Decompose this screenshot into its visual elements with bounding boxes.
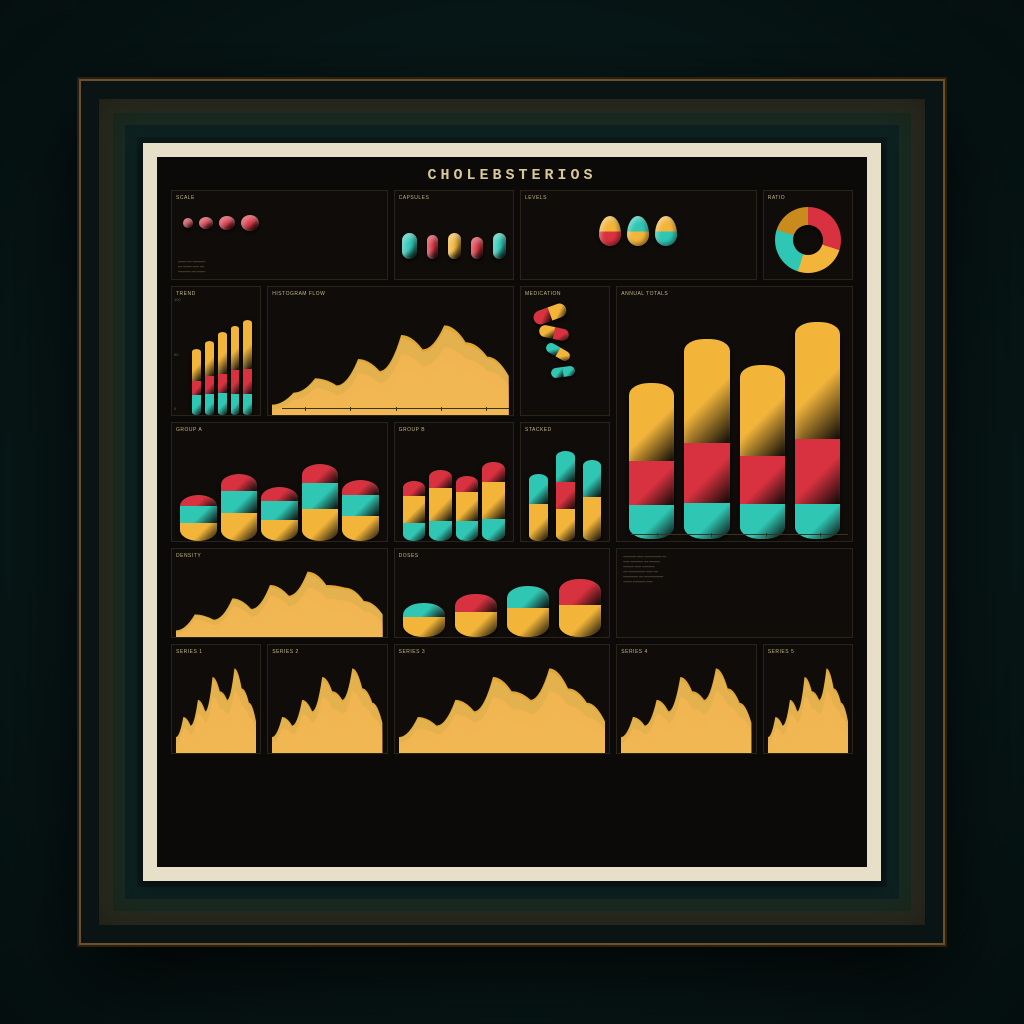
- bar-icon: [261, 487, 298, 541]
- panel-header: LEVELS: [525, 195, 752, 201]
- bar-icon: [556, 451, 575, 541]
- bar-icon: [456, 476, 479, 541]
- bar-icon: [583, 460, 602, 541]
- capsule-icon: [427, 235, 438, 259]
- frame-mat: CHOLEBSTERIOS SCALE ━━━━ ━━ ━━━━━━━━ ━━━…: [99, 99, 925, 925]
- bar-icon: [529, 474, 548, 541]
- bar-icon: [243, 320, 252, 415]
- panel-header: SERIES 4: [621, 649, 751, 655]
- capsule-icon: [471, 237, 482, 259]
- poster-title: CHOLEBSTERIOS: [171, 167, 853, 184]
- poster-canvas: CHOLEBSTERIOS SCALE ━━━━ ━━ ━━━━━━━━ ━━━…: [157, 157, 867, 867]
- panel-blobs: DENSITY: [171, 548, 388, 638]
- panel-header: TREND: [176, 291, 256, 297]
- pill-icon: [532, 302, 569, 327]
- canvas-border: CHOLEBSTERIOS SCALE ━━━━ ━━ ━━━━━━━━ ━━━…: [143, 143, 881, 881]
- panel-header: HISTOGRAM FLOW: [272, 291, 509, 297]
- sphere-icon: [219, 216, 235, 230]
- bar-icon: [429, 470, 452, 541]
- capsule-icon: [448, 233, 461, 259]
- pill-icon: [550, 365, 575, 378]
- bar-icon: [231, 326, 240, 415]
- panel-header: GROUP B: [399, 427, 509, 433]
- sphere-icon: [199, 217, 213, 229]
- panel-donut: RATIO: [763, 190, 853, 280]
- panel-header: ANNUAL TOTALS: [621, 291, 848, 297]
- outer-frame: CHOLEBSTERIOS SCALE ━━━━ ━━ ━━━━━━━━ ━━━…: [77, 77, 947, 947]
- panel-capsules: CAPSULES: [394, 190, 514, 280]
- panel-header: MEDICATION: [525, 291, 605, 297]
- panel-pills: MEDICATION: [520, 286, 610, 416]
- bar-icon: [795, 322, 840, 539]
- bar-icon: [507, 586, 549, 637]
- bar-icon: [205, 341, 214, 415]
- bar-icon: [180, 495, 217, 541]
- panel-area-s2: SERIES 2: [267, 644, 387, 754]
- bar-icon: [302, 464, 339, 541]
- panel-area-big: HISTOGRAM FLOW: [267, 286, 514, 416]
- panel-bars-stack: STACKED: [520, 422, 610, 542]
- sphere-icon: [183, 218, 193, 228]
- panel-bars-small: TREND 100500: [171, 286, 261, 416]
- panel-caps-small: DOSES: [394, 548, 611, 638]
- panel-header: SERIES 2: [272, 649, 382, 655]
- bar-icon: [559, 579, 601, 637]
- pill-icon: [538, 324, 570, 342]
- panel-header: DOSES: [399, 553, 606, 559]
- sphere-icon: [241, 215, 259, 231]
- panel-area-s3: SERIES 3: [394, 644, 611, 754]
- panel-header: CAPSULES: [399, 195, 509, 201]
- panel-bars-groupB: GROUP B: [394, 422, 514, 542]
- panel-area-s4: SERIES 4: [616, 644, 756, 754]
- panel-header: GROUP A: [176, 427, 383, 433]
- bar-icon: [403, 481, 426, 541]
- capsule-icon: [493, 233, 506, 259]
- panel-spheres: SCALE ━━━━ ━━ ━━━━━━━━ ━━━━ ━━━ ━━━━━━━━…: [171, 190, 388, 280]
- pill-icon: [544, 341, 572, 363]
- bar-icon: [192, 349, 201, 415]
- bar-icon: [740, 365, 785, 539]
- bar-icon: [455, 594, 497, 637]
- panel-area-s5: SERIES 5: [763, 644, 853, 754]
- chart-grid: SCALE ━━━━ ━━ ━━━━━━━━ ━━━━ ━━━ ━━━━━━━━…: [171, 190, 853, 853]
- panel-header: SCALE: [176, 195, 383, 201]
- drop-icon: [655, 216, 677, 246]
- bar-icon: [218, 332, 227, 415]
- bar-icon: [221, 474, 258, 541]
- panel-header: RATIO: [768, 195, 848, 201]
- bar-icon: [403, 603, 445, 637]
- panel-header: SERIES 1: [176, 649, 256, 655]
- panel-notes: ━━━━━━ ━━━ ━━━━━━━━ ━━━━━ ━━━━━━ ━━ ━━━━…: [616, 548, 853, 638]
- panel-bars-groupA: GROUP A: [171, 422, 388, 542]
- bar-icon: [629, 383, 674, 539]
- bar-icon: [684, 339, 729, 539]
- drop-icon: [599, 216, 621, 246]
- capsule-icon: [402, 233, 417, 259]
- panel-drops: LEVELS: [520, 190, 757, 280]
- donut-chart-icon: [775, 207, 841, 273]
- panel-header: DENSITY: [176, 553, 383, 559]
- panel-tall-bars: ANNUAL TOTALS: [616, 286, 853, 542]
- panel-area-s1: SERIES 1: [171, 644, 261, 754]
- panel-header: SERIES 5: [768, 649, 848, 655]
- bar-icon: [342, 480, 379, 541]
- drop-icon: [627, 216, 649, 246]
- panel-header: STACKED: [525, 427, 605, 433]
- bar-icon: [482, 462, 505, 541]
- panel-header: SERIES 3: [399, 649, 606, 655]
